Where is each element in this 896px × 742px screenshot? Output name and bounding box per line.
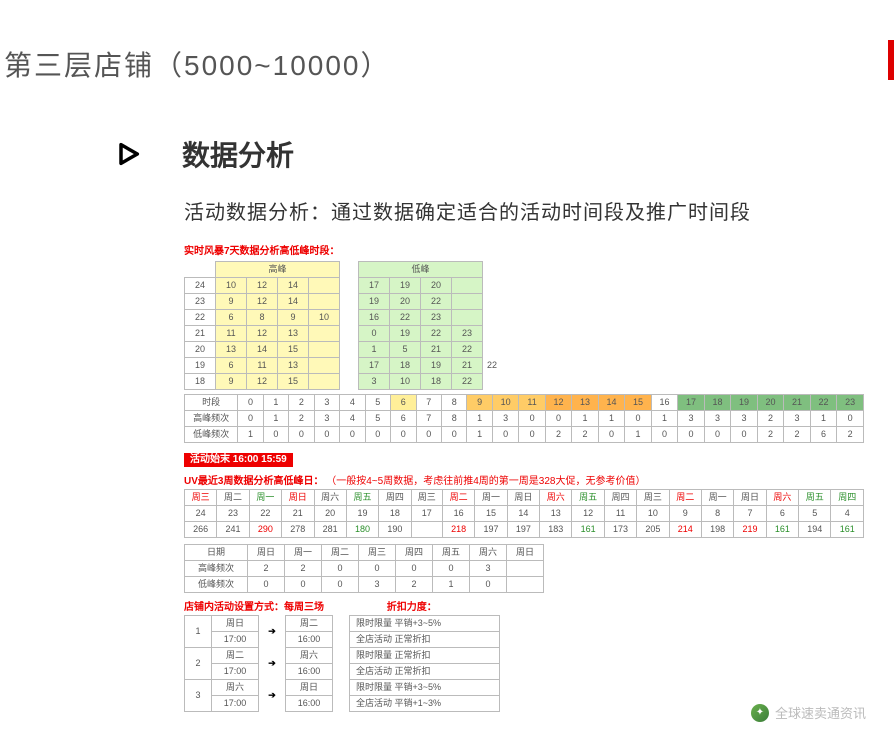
table3-block: 店铺内活动设置方式：每周三场 折扣力度： 1周日➔周二限时限量 平销+3~5%1… [184, 603, 864, 712]
watermark: ✦ 全球速卖通资讯 [751, 703, 866, 722]
table2-weekfreq: 日期周日周一周二周三周四周五周六周日高峰频次2200003低峰频次0003210 [184, 544, 544, 593]
page-title: 第三层店铺（5000~10000） [4, 44, 892, 84]
table2-uv: 周三周二周一周日周六周五周四周三周二周一周日周六周五周四周三周二周一周日周六周五… [184, 489, 864, 538]
table1-peak: 高峰低峰241012141719202391214192022226891016… [184, 261, 501, 390]
event-tag: 活动始末 16:00 15:59 [184, 453, 293, 467]
wechat-icon: ✦ [751, 704, 769, 722]
section-subtitle: 活动数据分析：通过数据确定适合的活动时间段及推广时间段 [184, 196, 892, 225]
section-title: 数据分析 [182, 134, 294, 174]
play-icon [114, 140, 142, 168]
table2-heading: UV最近3周数据分析高低峰日： （一般按4~5周数据，考虑往前推4周的第一周是3… [184, 477, 864, 487]
section-header: 数据分析 [114, 134, 892, 174]
table1-frequency: 时段01234567891011121314151617181920212223… [184, 394, 864, 443]
event-tag-block: 活动始末 16:00 15:59 [184, 453, 864, 467]
table3-schedule: 1周日➔周二限时限量 平销+3~5%17:0016:00全店活动 正常折扣2周二… [184, 615, 500, 712]
table2-block: UV最近3周数据分析高低峰日： （一般按4~5周数据，考虑往前推4周的第一周是3… [184, 477, 864, 593]
accent-bar [888, 40, 894, 80]
table1-heading: 实时风暴7天数据分析高低峰时段： [184, 247, 864, 257]
table1-block: 实时风暴7天数据分析高低峰时段： 高峰低峰2410121417192023912… [184, 247, 864, 443]
table3-heading: 店铺内活动设置方式：每周三场 折扣力度： [184, 603, 864, 613]
